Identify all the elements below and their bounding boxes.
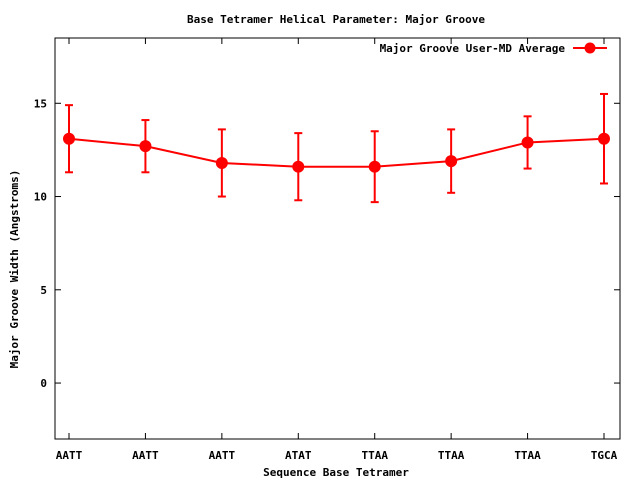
x-tick-label: TTAA (514, 449, 541, 462)
legend-label: Major Groove User-MD Average (380, 42, 566, 55)
chart-title: Base Tetramer Helical Parameter: Major G… (187, 13, 485, 26)
x-tick-label: TTAA (361, 449, 388, 462)
series-layer (63, 92, 610, 204)
data-point (598, 132, 610, 145)
data-point (63, 132, 75, 145)
x-tick-label: ATAT (285, 449, 312, 462)
data-point (445, 155, 458, 168)
x-axis-label: Sequence Base Tetramer (263, 466, 409, 479)
x-tick-label: AATT (56, 449, 83, 462)
x-tick-label: TGCA (591, 449, 618, 462)
y-tick-label: 15 (34, 97, 47, 110)
plot-frame (54, 37, 621, 440)
x-tick-label: TTAA (438, 449, 465, 462)
data-point (139, 140, 152, 153)
data-point (521, 136, 534, 149)
y-tick-label: 5 (40, 284, 47, 297)
data-point (292, 160, 305, 173)
y-tick-label: 0 (40, 377, 47, 390)
x-axis: AATT AATT AATT ATAT TTAA TTAA TTAA TGCA (56, 38, 618, 462)
legend: Major Groove User-MD Average (380, 42, 607, 55)
x-tick-label: AATT (132, 449, 159, 462)
legend-marker (584, 42, 596, 54)
y-axis-label: Major Groove Width (Angstroms) (8, 170, 21, 369)
y-axis: 0 5 10 15 (34, 97, 620, 390)
y-tick-label: 10 (34, 191, 47, 204)
data-point (215, 156, 228, 169)
data-point (368, 160, 381, 173)
series-line (68, 137, 605, 168)
x-tick-label: AATT (209, 449, 236, 462)
